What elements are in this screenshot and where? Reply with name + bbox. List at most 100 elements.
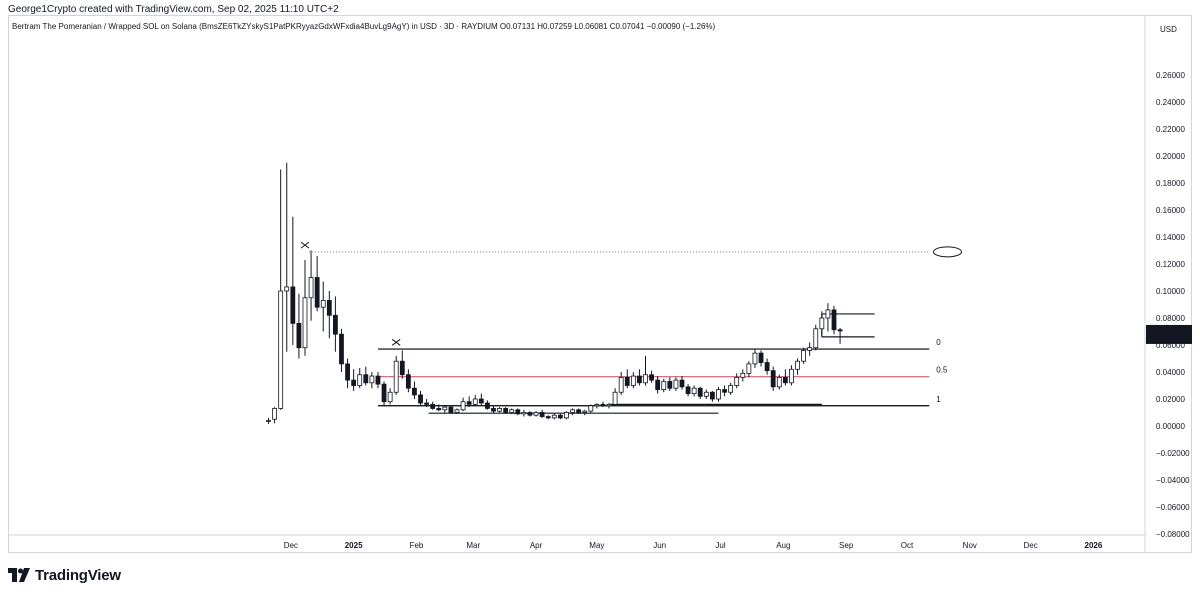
candle-down (363, 374, 369, 384)
price-tick-label: −0.06000 (1156, 503, 1190, 512)
candle-up (521, 412, 527, 415)
price-tick-label: 0.22000 (1156, 125, 1185, 134)
candle-down (557, 414, 563, 419)
candle-up (703, 391, 709, 397)
time-tick-label: Sep (839, 541, 854, 550)
candle-down (466, 401, 472, 405)
candle-down (412, 387, 417, 396)
candle-up (776, 376, 782, 388)
candle-up (442, 406, 448, 411)
chart-frame (8, 15, 1192, 553)
candle-up (606, 403, 612, 407)
candle-down (436, 408, 442, 411)
candle-up (588, 405, 594, 412)
candle-up (320, 300, 326, 308)
branding[interactable]: TradingView (8, 566, 121, 584)
candle-down (722, 389, 727, 393)
price-tick-label: 0.10000 (1156, 287, 1185, 296)
time-tick-label: 2026 (1085, 541, 1103, 550)
candle-up (807, 347, 813, 351)
price-tick-label: 0.24000 (1156, 98, 1185, 107)
candle-down (764, 362, 770, 372)
candle-down (679, 379, 685, 388)
time-tick-label: Oct (901, 541, 914, 550)
candle-down (527, 412, 533, 416)
cross-marker (391, 338, 401, 346)
candle-down (296, 322, 302, 349)
price-tick-label: 0.02000 (1156, 395, 1185, 404)
price-tick-label: 0.26000 (1156, 71, 1185, 80)
candle-down (637, 375, 642, 384)
candle-up (740, 372, 746, 378)
candle-up (564, 412, 569, 419)
candles-layer (266, 162, 843, 424)
candle-up (272, 408, 277, 420)
price-tick-label: 0.12000 (1156, 260, 1185, 269)
candle-up (643, 374, 648, 384)
candle-down (758, 352, 764, 363)
candle-up (691, 387, 697, 395)
candle-up (393, 360, 399, 393)
candle-down (485, 402, 490, 409)
candle-up (819, 317, 825, 330)
candle-up (302, 297, 308, 349)
candle-up (716, 389, 721, 400)
candle-up (369, 375, 375, 384)
candle-down (685, 386, 691, 395)
candle-down (831, 309, 837, 331)
candle-down (339, 333, 344, 365)
price-tick-label: 0.14000 (1156, 233, 1185, 242)
candle-down (418, 394, 423, 404)
candle-down (515, 409, 521, 415)
time-tick-label: Dec (1023, 541, 1037, 550)
currency-label: USD (1160, 25, 1177, 34)
price-axis[interactable]: USD 0.26000 0.24000 0.22000 0.20000 0.18000 0… (1144, 15, 1190, 553)
candle-up (357, 374, 363, 386)
candle-up (813, 328, 819, 349)
brand-name: TradingView (35, 566, 121, 584)
candle-up (387, 391, 393, 403)
candle-down (503, 408, 509, 413)
symbol-name: Bertram The Pomeranian / Wrapped SOL on … (12, 22, 498, 31)
candle-up (734, 376, 740, 386)
candle-up (454, 409, 460, 413)
time-axis[interactable]: Dec 2025 Feb Mar Apr May Jun Jul Aug Sep Oct Nov Dec… (8, 534, 1145, 550)
candle-up (582, 410, 588, 413)
price-tick-label: −0.04000 (1156, 476, 1190, 485)
candle-down (448, 406, 454, 413)
price-tick-label: −0.02000 (1156, 449, 1190, 458)
candle-up (570, 409, 575, 413)
last-price-tag: 0.07041 1d 15h (1146, 324, 1192, 344)
tradingview-logo-icon (8, 568, 30, 582)
candle-up (284, 286, 290, 292)
candle-down (430, 403, 436, 409)
price-tick-label: 0.04000 (1156, 368, 1185, 377)
time-tick-label: Aug (776, 541, 790, 550)
drawing-layer: 00.51 (300, 241, 963, 414)
candle-down (667, 381, 673, 389)
candle-up (618, 376, 624, 393)
time-tick-label: May (589, 541, 604, 550)
candle-down (326, 300, 332, 316)
candle-up (661, 381, 667, 390)
candle-down (539, 412, 545, 417)
candle-up (497, 408, 502, 412)
candle-up (612, 391, 618, 405)
candle-down (351, 379, 357, 386)
candle-up (278, 290, 284, 409)
symbol-legend: Bertram The Pomeranian / Wrapped SOL on … (12, 22, 715, 31)
time-tick-label: Nov (963, 541, 977, 550)
price-tick-label: 0.00000 (1156, 422, 1185, 431)
ohlc-values: O0.07131 H0.07259 L0.06081 C0.07041 −0.0… (499, 22, 716, 31)
candlestick-chart[interactable]: 00.51 USD 0.26000 0.24000 0.22000 0.20000 0.… (8, 15, 1192, 553)
last-price-label: 0.07041 (1158, 326, 1187, 335)
chart-attribution: George1Crypto created with TradingView.c… (8, 4, 339, 15)
candle-down (424, 402, 430, 405)
price-tick-label: 0.08000 (1156, 314, 1185, 323)
candle-up (673, 379, 679, 389)
candle-up (472, 398, 478, 405)
price-tick-label: 0.20000 (1156, 152, 1185, 161)
candle-down (332, 314, 338, 335)
time-tick-label: Feb (410, 541, 424, 550)
time-tick-label: Dec (284, 541, 298, 550)
